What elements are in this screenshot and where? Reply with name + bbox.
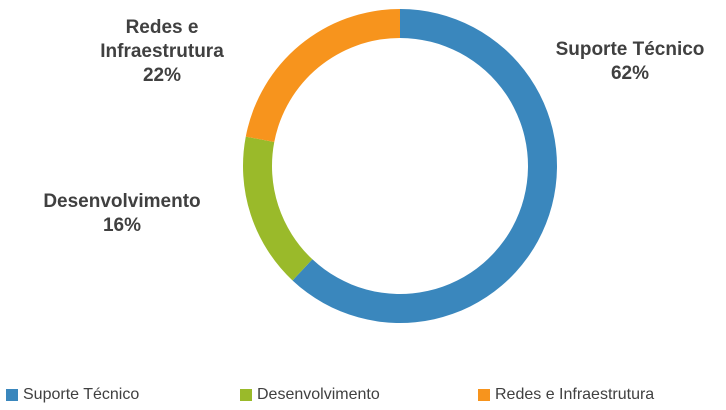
- legend-swatch: [240, 389, 252, 401]
- donut-segment: [245, 9, 400, 143]
- label-value: 22%: [142, 65, 182, 86]
- label-value: 62%: [610, 63, 650, 84]
- label-value: 16%: [102, 215, 142, 236]
- legend-item: Desenvolvimento: [240, 386, 380, 404]
- donut-segment: [243, 136, 313, 281]
- donut-segment: [292, 9, 557, 323]
- legend-text: Desenvolvimento: [257, 386, 380, 403]
- data-label: Suporte Técnico 62%: [540, 38, 720, 86]
- label-category: Redes e Infraestrutura: [100, 17, 224, 62]
- legend-item: Suporte Técnico: [6, 386, 139, 404]
- legend-item: Redes e Infraestrutura: [478, 386, 654, 404]
- data-label: Redes e Infraestrutura 22%: [72, 16, 252, 88]
- legend-text: Suporte Técnico: [23, 386, 140, 403]
- legend-swatch: [478, 389, 490, 401]
- label-category: Desenvolvimento: [43, 191, 201, 212]
- legend-swatch: [6, 389, 18, 401]
- legend-text: Redes e Infraestrutura: [495, 386, 655, 403]
- label-category: Suporte Técnico: [555, 39, 705, 60]
- data-label: Desenvolvimento 16%: [34, 190, 210, 238]
